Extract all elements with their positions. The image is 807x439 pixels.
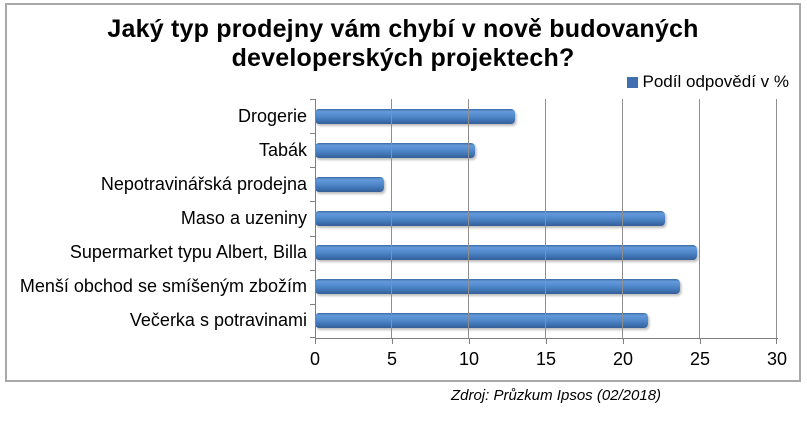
category-label: Tabák bbox=[258, 139, 307, 160]
legend-marker-icon bbox=[626, 76, 638, 88]
bar-row bbox=[315, 133, 777, 167]
value-axis-line bbox=[315, 338, 778, 339]
bar-row bbox=[315, 201, 777, 235]
gridline-30 bbox=[776, 99, 777, 338]
category-tick-mark bbox=[310, 167, 315, 169]
legend: Podíl odpovědí v % bbox=[626, 72, 789, 92]
gridline-5 bbox=[390, 99, 392, 338]
bar-7 bbox=[315, 313, 648, 329]
x-tick-label: 30 bbox=[766, 349, 788, 369]
category-label: Supermarket typu Albert, Billa bbox=[69, 242, 307, 263]
category-tick-mark bbox=[310, 269, 315, 271]
legend-label: Podíl odpovědí v % bbox=[642, 72, 789, 91]
value-tick-mark bbox=[391, 339, 393, 344]
bar-row bbox=[315, 167, 777, 201]
category-tick-mark bbox=[310, 337, 315, 338]
gridline-10 bbox=[467, 99, 469, 338]
category-label: Menší obchod se smíšeným zbožím bbox=[19, 276, 307, 297]
category-tick-mark bbox=[310, 235, 315, 237]
bar-6 bbox=[315, 279, 680, 295]
x-tick-label: 5 bbox=[386, 349, 397, 369]
bar-3 bbox=[315, 176, 385, 192]
chart-area: Jaký typ prodejny vám chybí v nově budov… bbox=[5, 3, 801, 382]
bar-2 bbox=[315, 142, 476, 158]
x-tick-label: 10 bbox=[458, 349, 479, 369]
gridline-20 bbox=[621, 99, 623, 338]
x-tick-label: 15 bbox=[535, 349, 557, 369]
x-tick-label: 20 bbox=[612, 349, 633, 369]
gridline-25 bbox=[699, 99, 700, 338]
category-tick-mark bbox=[310, 303, 315, 305]
bar-4 bbox=[315, 210, 665, 226]
category-tick-mark bbox=[310, 99, 315, 100]
chart-title-line-1: Jaký typ prodejny vám chybí v nově budov… bbox=[107, 15, 699, 43]
category-label: Maso a uzeniny bbox=[180, 207, 307, 228]
value-tick-mark bbox=[546, 339, 547, 344]
bar-1 bbox=[315, 108, 516, 124]
category-label: Nepotravinářská prodejna bbox=[100, 173, 307, 194]
value-tick-mark bbox=[622, 339, 624, 344]
bar-5 bbox=[315, 245, 697, 261]
source-note: Zdroj: Průzkum Ipsos (02/2018) bbox=[450, 387, 662, 404]
category-label: Večerka s potravinami bbox=[129, 310, 307, 331]
bar-row bbox=[315, 304, 777, 338]
value-tick-mark bbox=[468, 339, 470, 344]
category-axis-labels: Drogerie Tabák Nepotravinářská prodejna Mas… bbox=[13, 99, 307, 338]
chart-title: Jaký typ prodejny vám chybí v nově budov… bbox=[7, 15, 799, 73]
category-label: Drogerie bbox=[237, 105, 307, 126]
category-tick-mark bbox=[310, 133, 315, 135]
value-tick-mark bbox=[776, 339, 777, 344]
bar-row bbox=[315, 99, 777, 133]
plot-area bbox=[310, 99, 778, 344]
x-tick-label: 0 bbox=[309, 349, 320, 369]
value-tick-mark bbox=[700, 339, 701, 344]
category-axis-line bbox=[315, 99, 316, 338]
value-tick-mark bbox=[315, 339, 316, 344]
x-tick-label: 25 bbox=[689, 349, 711, 369]
bar-row bbox=[315, 236, 777, 270]
bar-row bbox=[315, 270, 777, 304]
bar-series bbox=[315, 99, 777, 338]
category-tick-mark bbox=[310, 201, 315, 203]
chart-title-line-2: developerských projektech? bbox=[231, 44, 575, 72]
gridline-15 bbox=[545, 99, 546, 338]
value-axis-tick-labels: 0 5 10 15 20 25 30 bbox=[310, 349, 787, 373]
